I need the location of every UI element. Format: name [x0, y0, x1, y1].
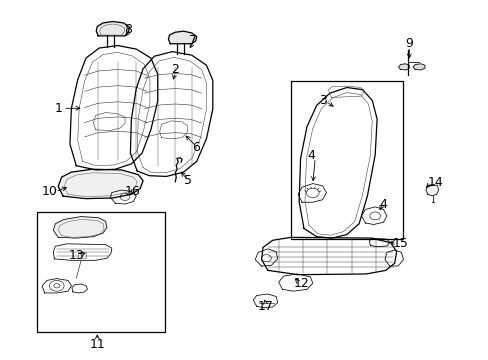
Polygon shape: [425, 184, 438, 196]
Text: 10: 10: [41, 185, 57, 198]
Polygon shape: [58, 169, 143, 199]
Polygon shape: [412, 64, 424, 70]
Polygon shape: [53, 217, 107, 238]
Text: 13: 13: [68, 249, 84, 262]
Text: 5: 5: [184, 174, 192, 187]
Text: 15: 15: [392, 237, 407, 250]
Polygon shape: [168, 31, 196, 44]
Text: 4: 4: [379, 198, 386, 211]
Text: 2: 2: [171, 63, 179, 76]
Bar: [37, 212, 164, 332]
Text: 3: 3: [318, 94, 326, 107]
Text: 17: 17: [257, 300, 273, 313]
Text: 16: 16: [124, 185, 140, 198]
Text: 11: 11: [89, 338, 105, 351]
Text: 7: 7: [189, 33, 197, 47]
Text: 6: 6: [191, 140, 199, 153]
Polygon shape: [96, 22, 129, 36]
Text: 12: 12: [293, 278, 309, 291]
Text: 14: 14: [427, 176, 443, 189]
Text: 4: 4: [307, 149, 315, 162]
Text: 8: 8: [124, 23, 132, 36]
Text: 1: 1: [54, 102, 62, 115]
Text: 9: 9: [405, 37, 412, 50]
Polygon shape: [398, 64, 408, 70]
Bar: [290, 81, 402, 239]
